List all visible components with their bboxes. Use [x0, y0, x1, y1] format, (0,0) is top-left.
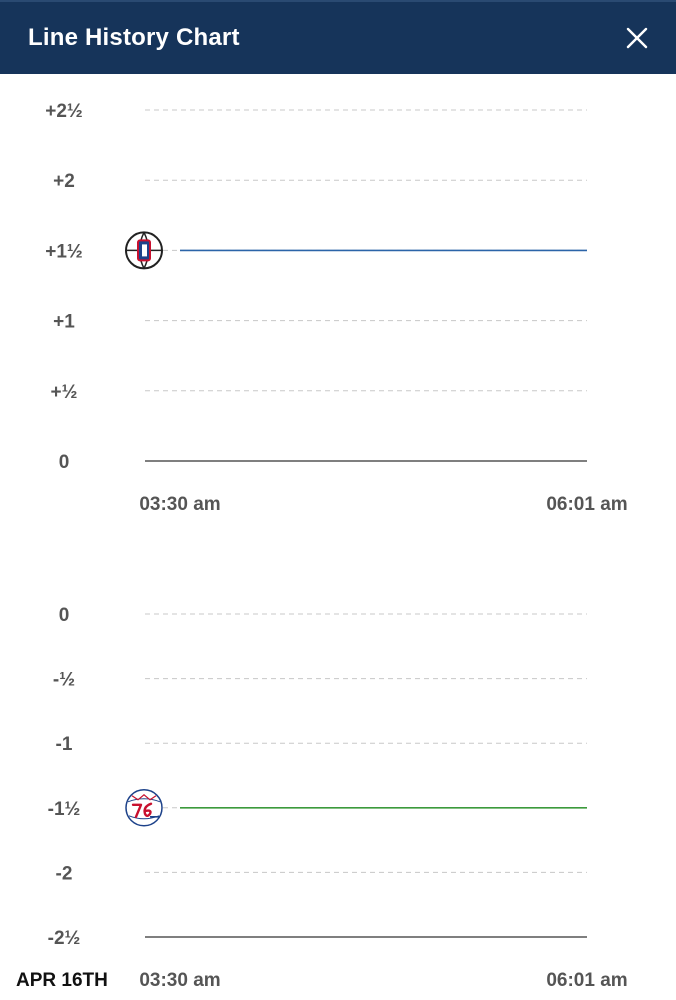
- 76ers-logo-icon: [125, 789, 163, 827]
- x-tick-label: 03:30 am: [139, 494, 220, 515]
- sixers-logo-number: [131, 802, 153, 818]
- y-tick-label: +2½: [45, 101, 83, 122]
- x-tick-label: 06:01 am: [546, 970, 627, 991]
- sixers-spread-chart: 0 -½ -1 -1½ -2 -2½ 03:30 am 06:01 am APR 16TH: [16, 605, 628, 991]
- y-tick-label: +1: [53, 312, 75, 333]
- sixers-logo-stars: [131, 794, 157, 801]
- y-tick-label: -2½: [48, 928, 81, 949]
- y-tick-label: -1½: [48, 799, 81, 820]
- close-icon: [626, 27, 648, 49]
- date-label: APR 16TH: [16, 970, 108, 991]
- close-button[interactable]: [624, 25, 650, 51]
- page-title: Line History Chart: [28, 24, 240, 51]
- y-tick-label: -2: [56, 863, 73, 884]
- clippers-logo-icon: [125, 231, 163, 270]
- clippers-logo-letter: [142, 244, 147, 257]
- clippers-spread-chart: +2½ +2 +1½ +1 +½ 0 03:30 am 06:01 am: [45, 101, 627, 515]
- sixers-logo-seam: [127, 798, 161, 803]
- y-tick-label: +1½: [45, 241, 83, 262]
- y-tick-label: 0: [59, 605, 70, 626]
- y-tick-label: -1: [56, 734, 73, 755]
- y-tick-label: -½: [53, 670, 75, 691]
- x-tick-label: 06:01 am: [546, 494, 627, 515]
- x-tick-label: 03:30 am: [139, 970, 220, 991]
- line-history-charts: +2½ +2 +1½ +1 +½ 0 03:30 am 06:01 am 0 -½ -1 -1½ -2 -…: [16, 101, 628, 991]
- y-tick-label: +½: [51, 382, 78, 403]
- chart-header: Line History Chart: [0, 0, 676, 74]
- y-tick-label: +2: [53, 171, 75, 192]
- y-tick-label: 0: [59, 452, 70, 473]
